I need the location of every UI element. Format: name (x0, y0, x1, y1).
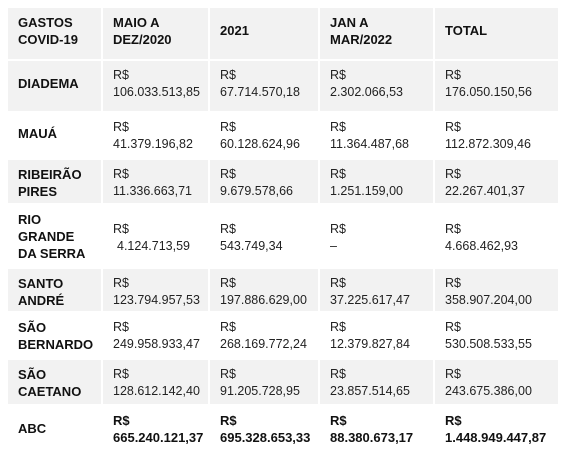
table-cell: R$ 176.050.150,56 (434, 60, 560, 113)
header-total: TOTAL (434, 8, 560, 61)
table-row: DIADEMA R$ 106.033.513,85 R$ 67.714.570,18… (8, 60, 560, 113)
table-cell: R$ 2.302.066,53 (319, 60, 435, 113)
table-cell: R$ 249.958.933,47 (102, 312, 210, 360)
table-row: RIO GRANDE DA SERRA R$ 4.124.713,59 R$ 543… (8, 204, 560, 269)
table-cell: R$ 41.379.196,82 (102, 112, 210, 160)
table-cell: R$ – (319, 204, 435, 269)
header-gastos-covid: GASTOS COVID-19 (8, 8, 103, 61)
table-cell: R$ 11.336.663,71 (102, 159, 210, 205)
table-cell: R$ 268.169.772,24 (209, 312, 320, 360)
table-cell: R$ 112.872.309,46 (434, 112, 560, 160)
row-label: MAUÁ (8, 112, 103, 160)
table-cell: R$ 543.749,34 (209, 204, 320, 269)
row-label: SANTO ANDRÉ (8, 268, 103, 313)
table-cell: R$ 11.364.487,68 (319, 112, 435, 160)
table-row: RIBEIRÃO PIRES R$ 11.336.663,71 R$ 9.679.5… (8, 159, 560, 205)
table-cell: R$ 358.907.204,00 (434, 268, 560, 313)
table-cell: R$ 9.679.578,66 (209, 159, 320, 205)
row-label: ABC (8, 405, 103, 452)
table-cell: R$ 128.612.142,40 (102, 359, 210, 406)
table-cell: R$ 60.128.624,96 (209, 112, 320, 160)
table-row: SÃO BERNARDO R$ 249.958.933,47 R$ 268.169.… (8, 312, 560, 360)
table-cell: R$ 67.714.570,18 (209, 60, 320, 113)
table-cell: R$ 197.886.629,00 (209, 268, 320, 313)
header-2021: 2021 (209, 8, 320, 61)
header-jan-mar-2022: JAN A MAR/2022 (319, 8, 435, 61)
table-cell: R$ 91.205.728,95 (209, 359, 320, 406)
table-cell: R$ 12.379.827,84 (319, 312, 435, 360)
row-label: RIBEIRÃO PIRES (8, 159, 103, 205)
row-label: DIADEMA (8, 60, 103, 113)
table-row-total: ABC R$ 665.240.121,37 R$ 695.328.653,33 R$… (8, 405, 560, 452)
table-cell: R$ 530.508.533,55 (434, 312, 560, 360)
header-maio-dez-2020: MAIO A DEZ/2020 (102, 8, 210, 61)
table-cell: R$ 695.328.653,33 (209, 405, 320, 452)
table-cell: R$ 88.380.673,17 (319, 405, 435, 452)
table-row: SANTO ANDRÉ R$ 123.794.957,53 R$ 197.886.6… (8, 268, 560, 313)
table-cell: R$ 37.225.617,47 (319, 268, 435, 313)
table-row: SÃO CAETANO R$ 128.612.142,40 R$ 91.205.72… (8, 359, 560, 406)
table-cell: R$ 4.124.713,59 (102, 204, 210, 269)
row-label: RIO GRANDE DA SERRA (8, 204, 103, 269)
table-cell: R$ 123.794.957,53 (102, 268, 210, 313)
row-label: SÃO CAETANO (8, 359, 103, 406)
covid-expenses-table: GASTOS COVID-19 MAIO A DEZ/2020 2021 JAN… (8, 8, 560, 452)
table-cell: R$ 665.240.121,37 (102, 405, 210, 452)
table-cell: R$ 1.251.159,00 (319, 159, 435, 205)
table-cell: R$ 1.448.949.447,87 (434, 405, 560, 452)
table-header-row: GASTOS COVID-19 MAIO A DEZ/2020 2021 JAN… (8, 8, 560, 61)
table-cell: R$ 243.675.386,00 (434, 359, 560, 406)
table-cell: R$ 4.668.462,93 (434, 204, 560, 269)
table-cell: R$ 23.857.514,65 (319, 359, 435, 406)
table-row: MAUÁ R$ 41.379.196,82 R$ 60.128.624,96 R$ 1… (8, 112, 560, 160)
table-cell: R$ 22.267.401,37 (434, 159, 560, 205)
row-label: SÃO BERNARDO (8, 312, 103, 360)
table-cell: R$ 106.033.513,85 (102, 60, 210, 113)
